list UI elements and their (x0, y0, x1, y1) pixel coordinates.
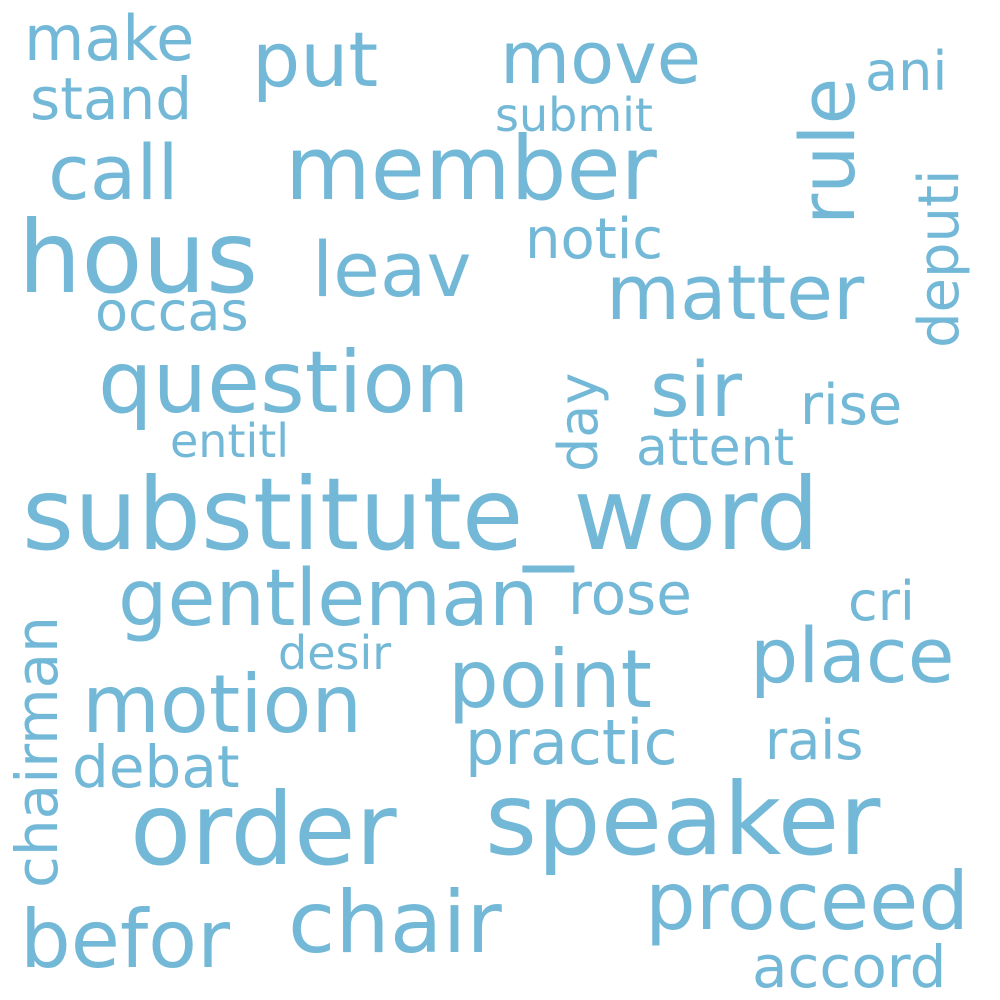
word-ani: ani (865, 40, 948, 103)
word-member: member (285, 117, 657, 220)
word-deputi: deputi (907, 169, 972, 348)
word-chairman: chairman (3, 616, 71, 888)
word-motion: motion (82, 658, 363, 751)
word-place: place (750, 611, 955, 700)
word-notic: notic (525, 207, 664, 272)
word-point: point (448, 633, 653, 726)
word-call: call (48, 128, 179, 217)
word-matter: matter (606, 248, 865, 337)
word-rule: rule (783, 77, 872, 225)
word-stand: stand (30, 65, 193, 133)
word-hous: hous (18, 199, 259, 316)
word-move: move (500, 16, 702, 100)
word-desir: desir (278, 626, 392, 680)
word-sir: sir (650, 345, 742, 434)
word-order: order (130, 771, 397, 888)
word-chair: chair (288, 873, 502, 973)
word-day: day (547, 372, 610, 472)
word-make: make (24, 2, 195, 75)
word-leav: leav (312, 225, 472, 314)
word-submit: submit (495, 88, 653, 142)
word-attent: attent (636, 418, 794, 478)
word-rais: rais (765, 709, 864, 772)
word-occas: occas (95, 280, 249, 343)
word-substitute-word: substitute_word (22, 456, 820, 573)
word-gentleman: gentleman (118, 554, 539, 644)
word-practic: practic (465, 706, 678, 779)
word-cri: cri (848, 570, 915, 633)
word-proceed: proceed (645, 855, 970, 948)
word-rise: rise (800, 373, 903, 438)
word-accord: accord (752, 933, 947, 1000)
word-debat: debat (72, 733, 240, 801)
word-entitl: entitl (170, 414, 290, 468)
word-rose: rose (568, 560, 692, 628)
word-speaker: speaker (485, 761, 881, 878)
word-question: question (98, 333, 470, 433)
word-put: put (252, 15, 379, 104)
word-befor: befor (20, 893, 230, 986)
